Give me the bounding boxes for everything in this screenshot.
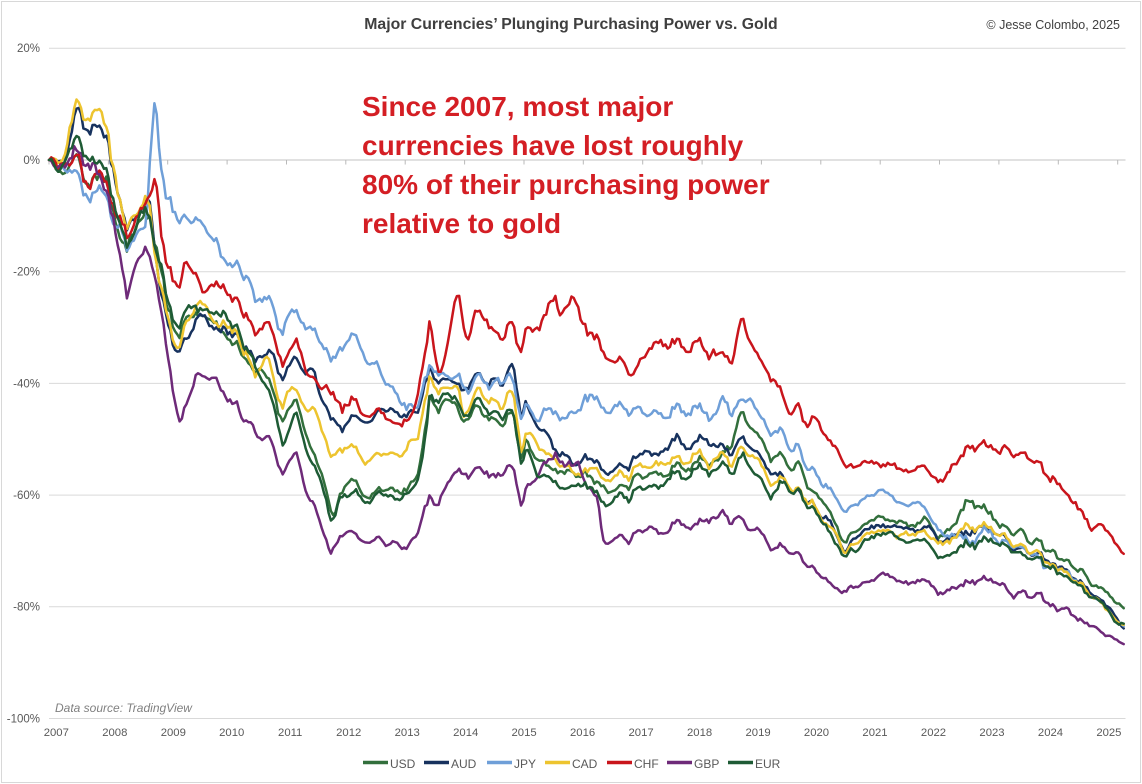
svg-text:2018: 2018 <box>687 727 712 739</box>
svg-text:2025: 2025 <box>1096 727 1121 739</box>
svg-text:-60%: -60% <box>13 490 40 502</box>
svg-text:CHF: CHF <box>634 757 659 771</box>
svg-text:Major Currencies’ Plunging Pur: Major Currencies’ Plunging Purchasing Po… <box>364 16 777 33</box>
svg-text:2016: 2016 <box>570 727 595 739</box>
svg-text:2019: 2019 <box>746 727 771 739</box>
svg-text:20%: 20% <box>17 43 40 55</box>
svg-text:USD: USD <box>390 757 416 771</box>
svg-text:JPY: JPY <box>514 757 536 771</box>
svg-text:-20%: -20% <box>13 267 40 279</box>
svg-text:CAD: CAD <box>572 757 598 771</box>
svg-text:2009: 2009 <box>161 727 186 739</box>
svg-text:2008: 2008 <box>102 727 127 739</box>
svg-text:2022: 2022 <box>921 727 946 739</box>
svg-text:EUR: EUR <box>755 757 781 771</box>
svg-text:currencies have lost roughly: currencies have lost roughly <box>362 130 744 161</box>
svg-text:2017: 2017 <box>629 727 654 739</box>
svg-text:2012: 2012 <box>336 727 361 739</box>
svg-text:2013: 2013 <box>395 727 420 739</box>
svg-text:Data source: TradingView: Data source: TradingView <box>55 701 193 715</box>
svg-text:-80%: -80% <box>13 602 40 614</box>
svg-text:2024: 2024 <box>1038 727 1063 739</box>
svg-text:GBP: GBP <box>694 757 719 771</box>
svg-text:© Jesse Colombo, 2025: © Jesse Colombo, 2025 <box>986 18 1120 32</box>
svg-text:2023: 2023 <box>979 727 1004 739</box>
svg-text:2020: 2020 <box>804 727 829 739</box>
svg-text:2021: 2021 <box>862 727 887 739</box>
svg-text:2014: 2014 <box>453 727 478 739</box>
svg-text:2007: 2007 <box>44 727 69 739</box>
svg-text:2015: 2015 <box>512 727 537 739</box>
svg-text:AUD: AUD <box>451 757 477 771</box>
svg-text:-100%: -100% <box>7 713 40 725</box>
svg-text:Since 2007, most major: Since 2007, most major <box>362 91 673 122</box>
svg-text:relative to gold: relative to gold <box>362 208 561 239</box>
svg-text:-40%: -40% <box>13 378 40 390</box>
svg-text:2011: 2011 <box>278 727 302 739</box>
svg-text:2010: 2010 <box>219 727 244 739</box>
svg-text:80% of their purchasing power: 80% of their purchasing power <box>362 169 770 200</box>
svg-text:0%: 0% <box>23 155 40 167</box>
